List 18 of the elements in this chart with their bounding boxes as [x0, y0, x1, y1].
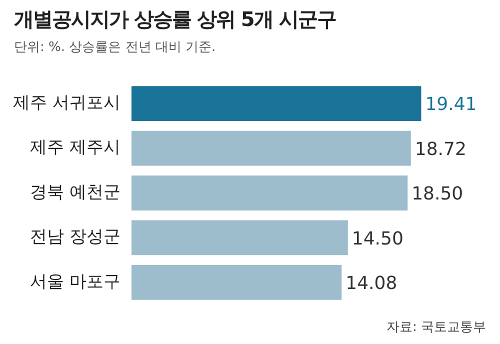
bar — [131, 86, 422, 121]
y-tick-label: 제주 서귀포시 — [13, 92, 120, 113]
bar — [131, 265, 342, 300]
data-label: 19.41 — [425, 94, 477, 116]
y-tick-label: 서울 마포구 — [30, 272, 120, 292]
y-tick-label: 경북 예천군 — [30, 182, 120, 202]
bar — [131, 130, 411, 166]
data-label: 18.50 — [412, 184, 464, 205]
bar — [131, 176, 408, 210]
bar — [131, 220, 348, 256]
data-label: 14.50 — [352, 228, 404, 250]
y-tick-label: 제주 제주시 — [30, 138, 120, 158]
chart-title: 개별공시지가 상승률 상위 5개 시군구 — [14, 6, 336, 33]
data-label: 14.08 — [346, 273, 398, 294]
text: 자료: 국토교통부 — [386, 319, 486, 336]
data-label: 18.72 — [414, 138, 466, 160]
chart-subtitle: 단위: %. 상승률은 전년 대비 기준. — [14, 39, 216, 56]
y-tick-label: 전남 장성군 — [30, 227, 120, 248]
